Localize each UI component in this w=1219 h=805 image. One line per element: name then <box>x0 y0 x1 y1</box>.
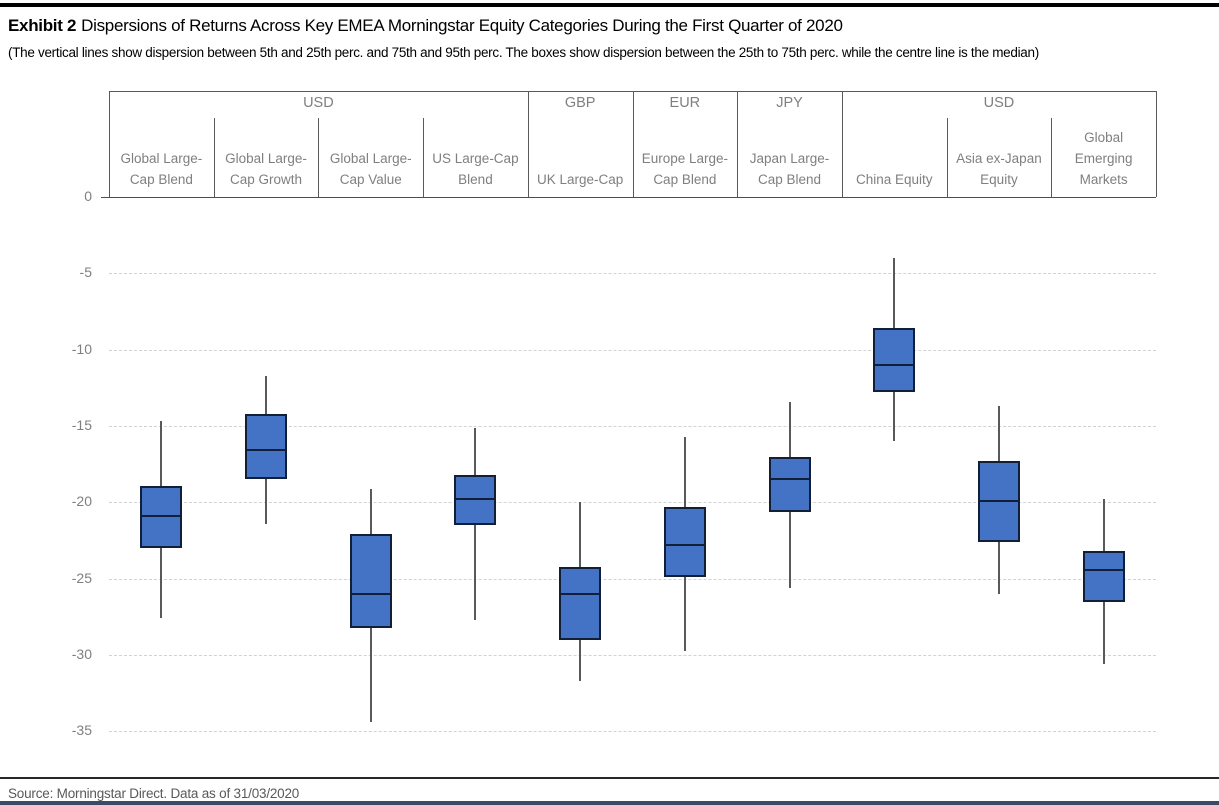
box <box>873 328 916 393</box>
gridline <box>109 655 1156 657</box>
box <box>559 566 602 640</box>
group-separator <box>109 91 110 197</box>
median-line <box>977 499 1020 502</box>
group-separator <box>737 91 739 197</box>
y-tick-label: -30 <box>71 646 92 663</box>
category-label: Global Large-Cap Growth <box>225 151 307 188</box>
gridline <box>109 349 1156 351</box>
median-line <box>245 449 288 452</box>
box <box>1082 551 1125 602</box>
y-tick-label: -5 <box>79 264 92 281</box>
median-line <box>663 544 706 547</box>
median-line <box>454 498 497 501</box>
chart-title: Exhibit 2 Dispersions of Returns Across K… <box>8 16 843 36</box>
category-label: Asia ex-Japan Equity <box>956 151 1042 188</box>
category-separator <box>318 118 320 197</box>
median-line <box>349 593 392 596</box>
group-separator <box>632 91 634 197</box>
box <box>245 413 288 480</box>
gridline <box>109 273 1156 275</box>
median-line <box>1082 568 1125 571</box>
y-tick-label: -20 <box>71 493 92 510</box>
category-label: Europe Large-Cap Blend <box>641 151 728 188</box>
median-line <box>873 363 916 366</box>
gridline <box>109 578 1156 580</box>
median-line <box>559 593 602 596</box>
category-separator <box>1051 118 1053 197</box>
category-label: Global Large-Cap Value <box>329 151 412 188</box>
chart-subtitle: (The vertical lines show dispersion betw… <box>8 45 1039 60</box>
axis-tick <box>101 197 109 198</box>
category-separator <box>213 118 215 197</box>
currency-group-label: EUR <box>669 95 701 111</box>
box <box>663 506 706 578</box>
box <box>349 534 392 628</box>
group-separator <box>841 91 843 197</box>
source-note: Source: Morningstar Direct. Data as of 3… <box>8 786 300 801</box>
exhibit-label: Exhibit 2 <box>8 16 77 35</box>
group-separator <box>527 91 529 197</box>
y-tick-label: -10 <box>71 340 92 357</box>
currency-group-label: JPY <box>776 95 803 111</box>
category-separator <box>946 118 948 197</box>
bottom-rule <box>0 777 1219 779</box>
bottom-edge-bar <box>0 801 1219 805</box>
box <box>768 456 811 512</box>
category-separator <box>423 118 425 197</box>
y-tick-label: -25 <box>71 569 92 586</box>
category-label: China Equity <box>855 172 933 188</box>
top-rule <box>0 3 1219 7</box>
category-label: US Large-Cap Blend <box>432 151 519 188</box>
x-axis-line <box>109 197 1156 198</box>
median-line <box>140 515 183 518</box>
currency-group-label: USD <box>983 95 1015 111</box>
gridline <box>109 426 1156 428</box>
y-tick-label: -35 <box>71 722 92 739</box>
gridline <box>109 502 1156 504</box>
y-tick-label: 0 <box>84 188 92 204</box>
median-line <box>768 478 811 481</box>
currency-group-label: GBP <box>564 95 596 111</box>
category-label: Global Emerging Markets <box>1074 130 1133 188</box>
gridline <box>109 731 1156 733</box>
chart-title-text: Dispersions of Returns Across Key EMEA M… <box>81 16 843 35</box>
group-separator <box>1156 91 1157 197</box>
category-label: Japan Large-Cap Blend <box>749 151 830 188</box>
currency-group-label: USD <box>303 95 334 111</box>
category-label: UK Large-Cap <box>536 172 624 188</box>
category-label: Global Large-Cap Blend <box>120 151 203 188</box>
y-tick-label: -15 <box>71 417 92 434</box>
